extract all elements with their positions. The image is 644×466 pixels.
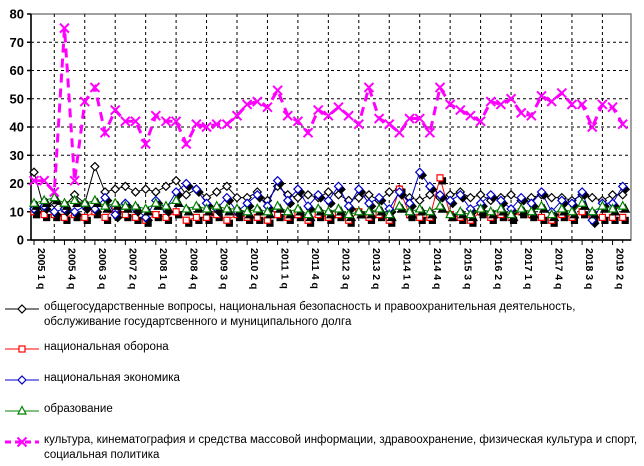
legend-label-culture: культура, кинематография и средства масс… (44, 434, 638, 462)
svg-text:50: 50 (10, 91, 24, 106)
line-chart: 0 10 20 30 40 50 60 70 80 2005 1 q 2005 4 q 2006 3 … (10, 7, 632, 289)
legend-item-gov: общегосударственные вопросы, национальна… (4, 300, 640, 329)
svg-text:2008 1 q: 2008 1 q (157, 248, 169, 289)
svg-text:2010 2 q: 2010 2 q (248, 248, 260, 289)
legend-label-economy: национальная экономика (44, 372, 180, 385)
svg-text:2016 2 q: 2016 2 q (492, 248, 504, 289)
svg-text:2014 4 q: 2014 4 q (431, 248, 443, 289)
svg-text:2017 4 q: 2017 4 q (553, 248, 565, 289)
svg-text:2009 3 q: 2009 3 q (218, 248, 230, 289)
blue-diamond-line-icon (4, 371, 42, 391)
red-square-line-icon (4, 340, 42, 360)
plot-area: 0 10 20 30 40 50 60 70 80 2005 1 q 2005 4 q 2006 3 … (10, 7, 632, 289)
svg-text:2011 4 q: 2011 4 q (309, 248, 321, 289)
svg-text:60: 60 (10, 63, 24, 78)
svg-text:2018 3 q: 2018 3 q (583, 248, 595, 289)
legend-item-defense: национальная оборона (4, 340, 640, 360)
svg-text:2007 2 q: 2007 2 q (126, 248, 138, 289)
chart-legend: общегосударственные вопросы, национальна… (4, 300, 640, 466)
svg-text:2013 2 q: 2013 2 q (370, 248, 382, 289)
svg-text:20: 20 (10, 176, 24, 191)
magenta-x-dashed-line-icon (4, 433, 42, 453)
legend-label-education: образование (44, 403, 113, 416)
svg-text:2015 3 q: 2015 3 q (461, 248, 473, 289)
legend-item-economy: национальная экономика (4, 371, 640, 391)
legend-item-culture: культура, кинематография и средства масс… (4, 433, 640, 462)
svg-text:2012 3 q: 2012 3 q (340, 248, 352, 289)
legend-label-gov: общегосударственные вопросы, национальна… (44, 301, 576, 328)
legend-label-defense: национальная оборона (44, 341, 169, 354)
svg-text:40: 40 (10, 120, 24, 135)
svg-text:30: 30 (10, 148, 24, 163)
svg-text:2011 1 q: 2011 1 q (279, 248, 291, 289)
svg-text:0: 0 (17, 233, 24, 248)
svg-text:70: 70 (10, 35, 24, 50)
svg-text:80: 80 (10, 7, 24, 22)
svg-text:2008 4 q: 2008 4 q (187, 248, 199, 289)
svg-text:2005 1 q: 2005 1 q (35, 248, 47, 289)
svg-text:2017 1 q: 2017 1 q (522, 248, 534, 289)
black-diamond-line-icon (4, 300, 42, 320)
svg-text:2019 2 q: 2019 2 q (614, 248, 626, 289)
svg-text:2014 1 q: 2014 1 q (400, 248, 412, 289)
green-triangle-line-icon (4, 402, 42, 422)
svg-text:10: 10 (10, 204, 24, 219)
legend-item-education: образование (4, 402, 640, 422)
svg-text:2006 3 q: 2006 3 q (96, 248, 108, 289)
svg-text:2005 4 q: 2005 4 q (65, 248, 77, 289)
